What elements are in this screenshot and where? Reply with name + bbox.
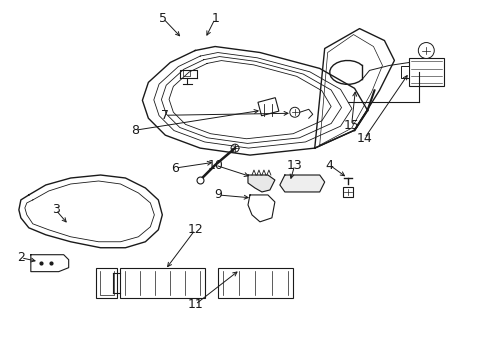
Text: 5: 5 [159, 12, 167, 25]
Bar [120, 268, 205, 298]
Bar [95, 268, 117, 298]
Text: 12: 12 [187, 223, 203, 236]
Bar [218, 268, 292, 298]
Bar [408, 58, 443, 86]
Text: 13: 13 [286, 158, 302, 172]
Text: 10: 10 [207, 158, 223, 172]
Polygon shape [247, 175, 274, 192]
Text: 9: 9 [214, 188, 222, 202]
Text: 3: 3 [52, 203, 60, 216]
Text: 15: 15 [343, 119, 359, 132]
Text: 6: 6 [171, 162, 179, 175]
Polygon shape [279, 175, 324, 192]
Bar [401, 67, 408, 78]
Bar [258, 98, 278, 116]
Circle shape [289, 107, 299, 117]
Text: 4: 4 [325, 158, 333, 172]
Text: 8: 8 [131, 124, 139, 137]
Text: 1: 1 [211, 12, 219, 25]
Text: 14: 14 [356, 132, 372, 145]
Text: 11: 11 [187, 298, 203, 311]
Text: 2: 2 [17, 251, 25, 264]
Circle shape [230, 144, 239, 152]
Text: 7: 7 [161, 109, 169, 122]
Circle shape [417, 42, 433, 58]
